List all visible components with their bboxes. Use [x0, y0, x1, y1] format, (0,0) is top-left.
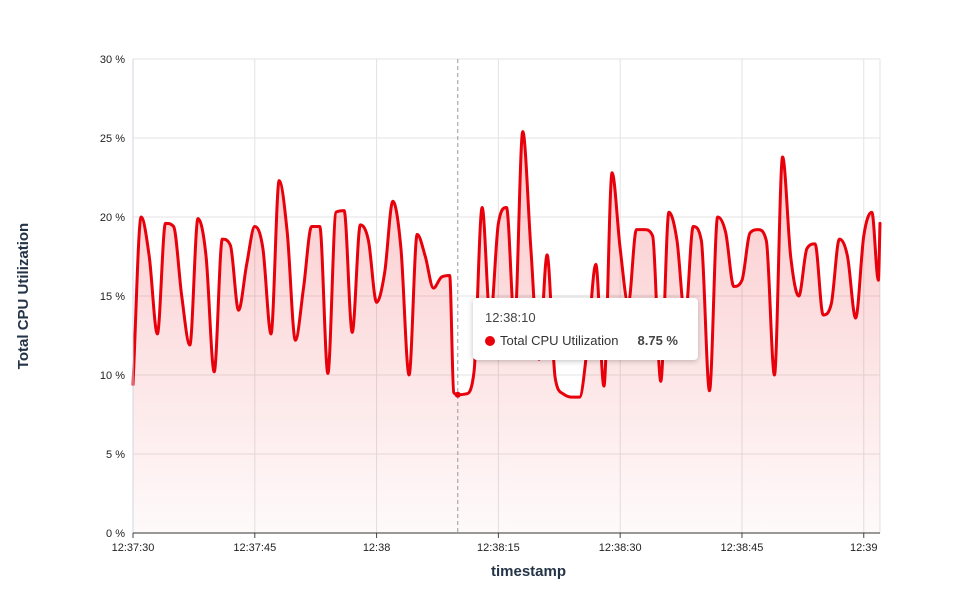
hover-tooltip: 12:38:10 Total CPU Utilization 8.75 %: [473, 298, 698, 360]
y-tick-label: 15 %: [100, 291, 125, 303]
tooltip-time: 12:38:10: [485, 310, 536, 325]
x-tick-label: 12:37:30: [112, 542, 155, 554]
y-tick-label: 25 %: [100, 133, 125, 145]
axes: [132, 59, 880, 538]
y-tick-label: 30 %: [100, 54, 125, 66]
tooltip-series-name: Total CPU Utilization: [500, 333, 619, 348]
y-tick-label: 20 %: [100, 212, 125, 224]
series-line[interactable]: [131, 130, 882, 399]
y-tick-label: 10 %: [100, 370, 125, 382]
hover-crosshair: [454, 59, 461, 533]
series-marker-icon: [485, 335, 495, 346]
x-tick-label: 12:39: [850, 542, 878, 554]
x-tick-label: 12:37:45: [233, 542, 276, 554]
x-tick-label: 12:38:15: [477, 542, 520, 554]
hover-point[interactable]: [454, 391, 461, 398]
y-axis-title: Total CPU Utilization: [15, 223, 32, 369]
tooltip-value: 8.75 %: [637, 333, 678, 348]
x-axis-title: timestamp: [491, 563, 566, 580]
tooltip-row: Total CPU Utilization 8.75 %: [485, 333, 686, 348]
x-tick-label: 12:38:45: [721, 542, 764, 554]
x-tick-label: 12:38:30: [599, 542, 642, 554]
x-tick-label: 12:38: [363, 542, 391, 554]
tick-labels: 0 % 5 % 10 % 15 % 20 % 25 % 30 % 12:37:30 12:37:…: [100, 54, 878, 554]
y-tick-label: 5 %: [106, 449, 125, 461]
y-tick-label: 0 %: [106, 528, 125, 540]
